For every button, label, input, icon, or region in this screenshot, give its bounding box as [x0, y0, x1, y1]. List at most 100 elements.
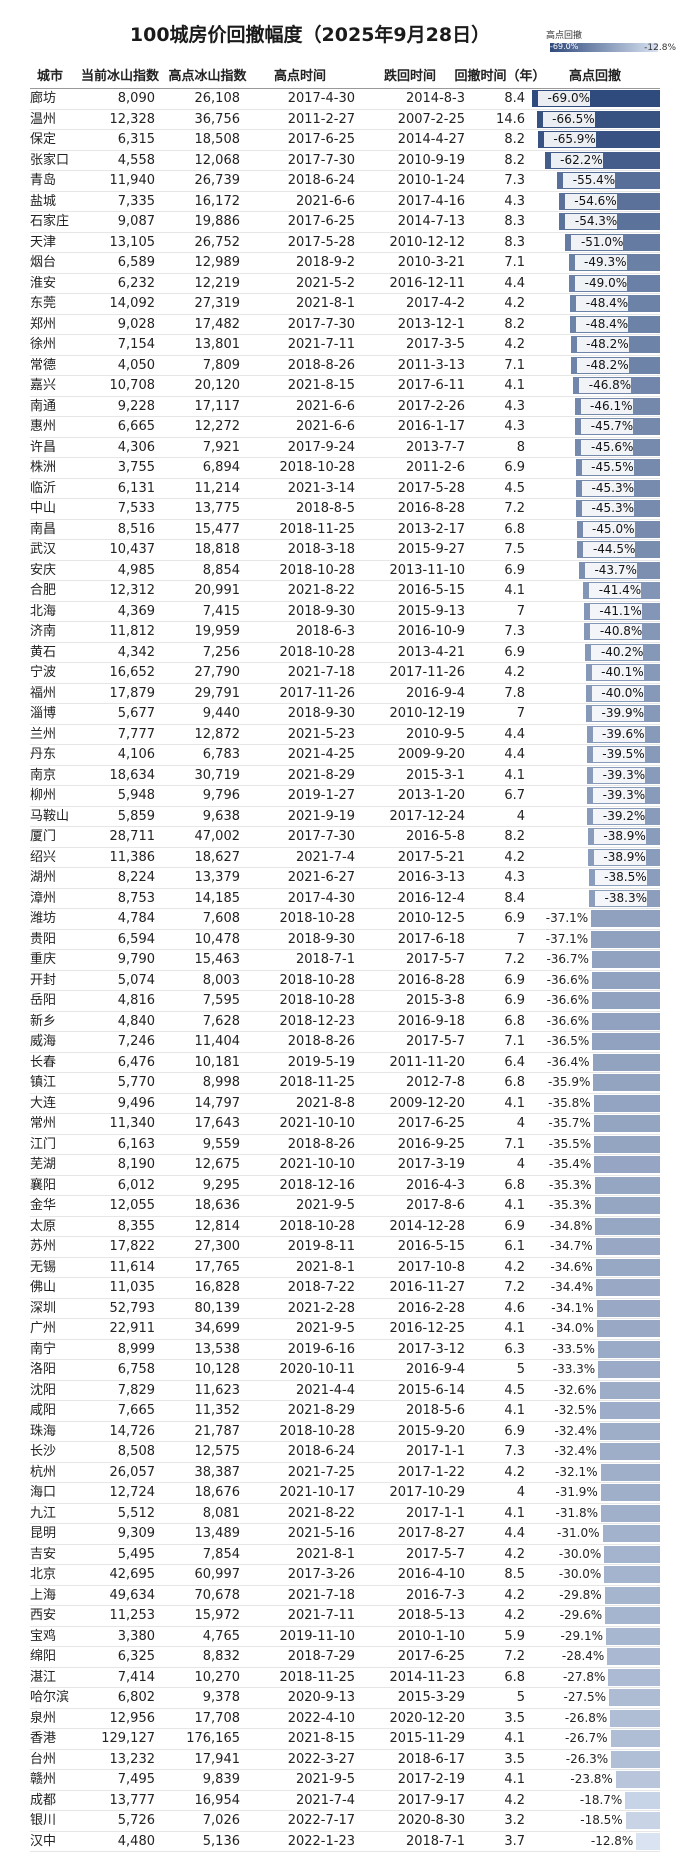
peak-index-cell: 8,832: [160, 1647, 240, 1667]
current-index-cell: 4,306: [75, 438, 155, 458]
peak-drawdown-cell: -31.8%: [530, 1504, 660, 1524]
peak-date-cell: 2021-9-19: [245, 807, 355, 827]
drawdown-bar: [598, 1341, 660, 1358]
peak-index-cell: 13,538: [160, 1340, 240, 1360]
drawdown-bar: [600, 1382, 661, 1399]
drawdown-years-cell: 4.3: [460, 192, 525, 212]
drawdown-years-cell: 8.2: [460, 827, 525, 847]
peak-drawdown-cell: -32.4%: [530, 1422, 660, 1442]
fallback-date-cell: 2017-6-11: [355, 376, 465, 396]
page-title: 100城房价回撤幅度（2025年9月28日）: [0, 20, 620, 47]
peak-index-cell: 5,136: [160, 1832, 240, 1852]
current-index-cell: 6,594: [75, 930, 155, 950]
peak-drawdown-cell: -62.2%: [530, 151, 660, 171]
peak-drawdown-cell: -28.4%: [530, 1647, 660, 1667]
drawdown-value-label: -34.8%: [532, 1217, 592, 1237]
current-index-cell: 8,508: [75, 1442, 155, 1462]
drawdown-bar: [601, 1484, 660, 1501]
peak-date-cell: 2017-7-30: [245, 151, 355, 171]
peak-index-cell: 12,989: [160, 253, 240, 273]
drawdown-years-cell: 6.3: [460, 1340, 525, 1360]
peak-drawdown-cell: -40.0%: [530, 684, 660, 704]
drawdown-bar: [607, 1648, 660, 1665]
current-index-cell: 17,822: [75, 1237, 155, 1257]
peak-drawdown-cell: -35.4%: [530, 1155, 660, 1175]
drawdown-years-cell: 7.2: [460, 499, 525, 519]
drawdown-bar: [593, 1054, 661, 1071]
drawdown-bar: [600, 1402, 660, 1419]
drawdown-years-cell: 4.3: [460, 417, 525, 437]
peak-index-cell: 10,128: [160, 1360, 240, 1380]
current-index-cell: 11,340: [75, 1114, 155, 1134]
drawdown-years-cell: 4.1: [460, 1770, 525, 1790]
fallback-date-cell: 2017-10-29: [355, 1483, 465, 1503]
peak-index-cell: 26,739: [160, 171, 240, 191]
peak-date-cell: 2021-8-22: [245, 581, 355, 601]
current-index-cell: 129,127: [75, 1729, 155, 1749]
drawdown-bar: [604, 1546, 660, 1563]
peak-index-cell: 17,941: [160, 1750, 240, 1770]
peak-date-cell: 2018-12-23: [245, 1012, 355, 1032]
peak-index-cell: 17,643: [160, 1114, 240, 1134]
drawdown-years-cell: 3.7: [460, 1832, 525, 1852]
fallback-date-cell: 2017-2-19: [355, 1770, 465, 1790]
drawdown-value-label: -32.4%: [537, 1422, 597, 1442]
fallback-date-cell: 2013-4-21: [355, 643, 465, 663]
peak-drawdown-cell: -43.7%: [530, 561, 660, 581]
drawdown-years-cell: 7.8: [460, 684, 525, 704]
current-index-cell: 13,105: [75, 233, 155, 253]
fallback-date-cell: 2010-9-19: [355, 151, 465, 171]
drawdown-value-label: -31.0%: [540, 1524, 600, 1544]
drawdown-years-cell: 4.2: [460, 663, 525, 683]
peak-date-cell: 2018-11-25: [245, 1073, 355, 1093]
peak-drawdown-cell: -27.8%: [530, 1668, 660, 1688]
peak-drawdown-cell: -35.3%: [530, 1176, 660, 1196]
current-index-cell: 12,956: [75, 1709, 155, 1729]
drawdown-value-label: -43.7%: [585, 563, 637, 578]
drawdown-years-cell: 6.9: [460, 1217, 525, 1237]
peak-index-cell: 60,997: [160, 1565, 240, 1585]
peak-index-cell: 27,790: [160, 663, 240, 683]
drawdown-years-cell: 6.1: [460, 1237, 525, 1257]
peak-date-cell: 2018-9-30: [245, 930, 355, 950]
current-index-cell: 22,911: [75, 1319, 155, 1339]
peak-date-cell: 2021-8-15: [245, 1729, 355, 1749]
current-index-cell: 9,087: [75, 212, 155, 232]
current-index-cell: 9,496: [75, 1094, 155, 1114]
fallback-date-cell: 2016-12-11: [355, 274, 465, 294]
drawdown-value-label: -66.5%: [543, 112, 595, 127]
fallback-date-cell: 2018-7-1: [355, 1832, 465, 1852]
drawdown-bar: [595, 1197, 661, 1214]
drawdown-value-label: -38.5%: [595, 870, 647, 885]
current-index-cell: 5,512: [75, 1504, 155, 1524]
drawdown-years-cell: 4.4: [460, 725, 525, 745]
drawdown-years-cell: 8.3: [460, 212, 525, 232]
peak-drawdown-cell: -30.0%: [530, 1545, 660, 1565]
current-index-cell: 4,840: [75, 1012, 155, 1032]
fallback-date-cell: 2017-6-25: [355, 1114, 465, 1134]
current-index-cell: 6,665: [75, 417, 155, 437]
peak-date-cell: 2021-6-27: [245, 868, 355, 888]
current-index-cell: 5,770: [75, 1073, 155, 1093]
peak-date-cell: 2018-11-25: [245, 520, 355, 540]
drawdown-years-cell: 14.6: [460, 110, 525, 130]
drawdown-table: 城市 当前冰山指数 高点冰山指数 高点时间 跌回时间 回撤时间（年） 高点回撤 …: [30, 66, 660, 1852]
drawdown-bar: [600, 1423, 660, 1440]
peak-drawdown-cell: -48.4%: [530, 315, 660, 335]
peak-drawdown-cell: -37.1%: [530, 930, 660, 950]
peak-date-cell: 2017-4-30: [245, 89, 355, 109]
drawdown-value-label: -51.0%: [571, 235, 623, 250]
drawdown-value-label: -32.1%: [538, 1463, 598, 1483]
